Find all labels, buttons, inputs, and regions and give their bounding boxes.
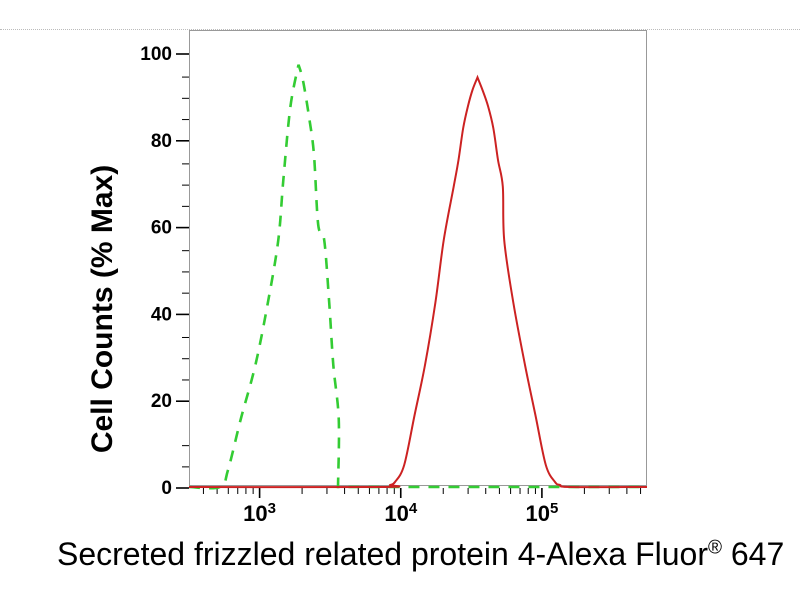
svg-text:103: 103: [243, 500, 276, 527]
svg-text:100: 100: [140, 44, 172, 65]
svg-text:80: 80: [151, 131, 172, 152]
svg-text:40: 40: [151, 304, 172, 325]
svg-text:20: 20: [151, 391, 172, 412]
svg-text:60: 60: [151, 218, 172, 239]
svg-text:Cell Counts (% Max): Cell Counts (% Max): [86, 165, 119, 453]
svg-text:104: 104: [384, 500, 417, 527]
svg-text:0: 0: [161, 478, 172, 499]
svg-text:105: 105: [525, 500, 558, 527]
